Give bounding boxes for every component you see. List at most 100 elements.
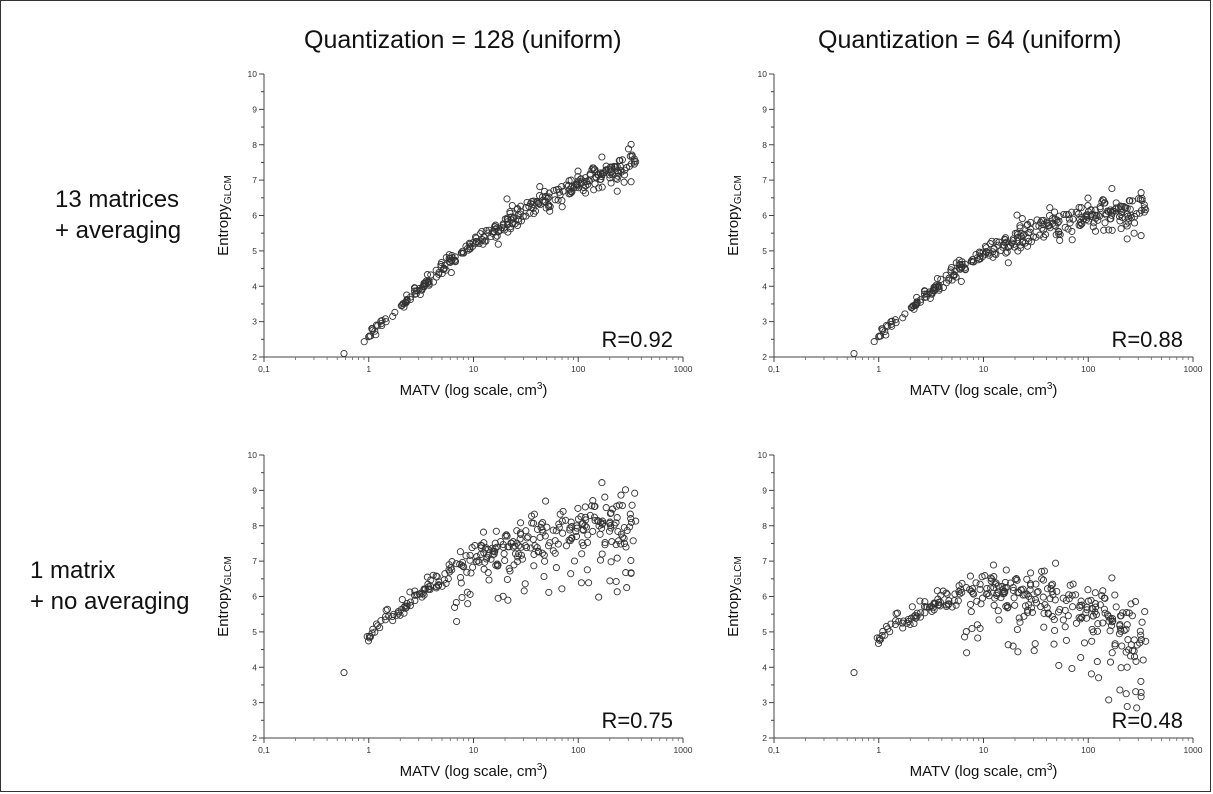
data-point bbox=[522, 212, 530, 220]
data-point bbox=[956, 265, 964, 273]
data-point bbox=[559, 507, 567, 515]
scatter-panel: 2 3 4 5 6 7 8 9 10 0,1 1 10 100 1000 MATV (log scale, … bbox=[215, 450, 693, 780]
data-point bbox=[1116, 620, 1124, 629]
data-point bbox=[626, 510, 634, 518]
data-point bbox=[1040, 233, 1048, 241]
data-point bbox=[992, 579, 1000, 587]
data-point bbox=[529, 204, 537, 212]
data-point bbox=[440, 264, 448, 272]
data-point bbox=[1077, 653, 1085, 662]
data-point bbox=[1064, 225, 1072, 233]
data-point bbox=[1084, 194, 1092, 202]
data-point bbox=[910, 305, 918, 313]
data-point bbox=[1122, 625, 1130, 633]
data-point bbox=[990, 601, 998, 609]
data-point bbox=[1065, 215, 1073, 223]
data-point bbox=[952, 601, 960, 609]
data-point bbox=[1127, 641, 1135, 649]
data-point bbox=[494, 228, 502, 236]
data-point bbox=[402, 299, 410, 307]
data-point bbox=[989, 248, 997, 256]
data-point bbox=[1033, 599, 1041, 607]
data-point bbox=[544, 542, 553, 550]
data-point bbox=[568, 188, 576, 196]
data-point bbox=[972, 579, 980, 587]
data-point bbox=[549, 526, 557, 534]
data-point bbox=[508, 201, 516, 210]
data-point bbox=[1075, 614, 1083, 622]
data-point bbox=[991, 250, 999, 258]
data-point bbox=[530, 510, 538, 518]
data-point bbox=[1080, 639, 1089, 647]
data-point bbox=[484, 569, 492, 577]
data-point bbox=[921, 293, 929, 302]
data-point bbox=[582, 516, 590, 524]
data-point bbox=[995, 616, 1003, 624]
correlation-label: R=0.48 bbox=[1111, 708, 1183, 733]
row-label-line: + averaging bbox=[55, 217, 182, 244]
data-point bbox=[892, 319, 900, 327]
data-point bbox=[1137, 232, 1145, 240]
data-point bbox=[982, 244, 990, 252]
data-point bbox=[509, 543, 517, 551]
data-point bbox=[992, 238, 1000, 246]
data-point bbox=[1009, 583, 1017, 592]
data-point bbox=[874, 639, 883, 648]
data-point bbox=[1077, 597, 1085, 605]
data-point bbox=[1137, 636, 1145, 644]
data-point bbox=[627, 556, 635, 565]
data-point bbox=[621, 486, 630, 494]
data-point bbox=[457, 249, 465, 257]
data-point bbox=[555, 188, 563, 196]
scatter-panel: 2 3 4 5 6 7 8 9 10 0,1 1 10 100 1000 MATV (log scale, … bbox=[725, 69, 1203, 399]
data-point bbox=[1030, 647, 1038, 655]
x-axis-title: MATV (log scale, cm3) bbox=[400, 762, 548, 780]
data-point bbox=[554, 196, 562, 204]
data-point bbox=[433, 582, 441, 591]
data-point bbox=[1065, 595, 1073, 603]
data-point bbox=[1032, 222, 1040, 230]
data-point bbox=[947, 266, 955, 274]
y-axis-title: EntropyGLCM bbox=[215, 556, 234, 637]
data-point bbox=[613, 187, 621, 195]
data-point bbox=[607, 509, 615, 517]
data-point bbox=[1088, 637, 1096, 645]
data-point bbox=[994, 607, 1002, 615]
data-point bbox=[1078, 220, 1086, 228]
data-point bbox=[1130, 653, 1139, 661]
data-point bbox=[1140, 201, 1148, 209]
data-point bbox=[1064, 211, 1072, 219]
data-point bbox=[493, 543, 501, 551]
x-tick-label: 1000 bbox=[1184, 364, 1203, 374]
data-point bbox=[629, 537, 637, 545]
data-point bbox=[1116, 686, 1124, 694]
y-tick-label: 8 bbox=[252, 140, 257, 150]
data-point bbox=[1121, 204, 1129, 212]
data-point bbox=[400, 303, 408, 311]
data-point bbox=[1051, 596, 1059, 604]
data-point bbox=[1002, 249, 1010, 257]
data-point bbox=[1061, 623, 1069, 631]
data-point bbox=[513, 557, 522, 566]
x-tick-label: 1 bbox=[366, 745, 371, 755]
data-point bbox=[598, 171, 606, 179]
data-point bbox=[586, 170, 594, 178]
data-point bbox=[1076, 601, 1084, 610]
data-point bbox=[589, 497, 597, 505]
data-point bbox=[1106, 627, 1114, 635]
data-point bbox=[1044, 221, 1052, 229]
data-point bbox=[967, 608, 975, 616]
data-point bbox=[1101, 219, 1109, 227]
y-tick-label: 8 bbox=[762, 140, 767, 150]
data-point bbox=[598, 153, 606, 161]
data-point bbox=[541, 187, 549, 195]
data-point bbox=[1014, 588, 1022, 596]
data-point bbox=[500, 550, 508, 558]
data-point bbox=[1082, 609, 1090, 617]
data-point bbox=[410, 284, 419, 292]
data-point bbox=[555, 520, 563, 528]
data-point bbox=[1108, 574, 1116, 582]
data-point bbox=[602, 504, 610, 512]
data-point bbox=[451, 253, 459, 261]
data-point bbox=[435, 578, 443, 586]
